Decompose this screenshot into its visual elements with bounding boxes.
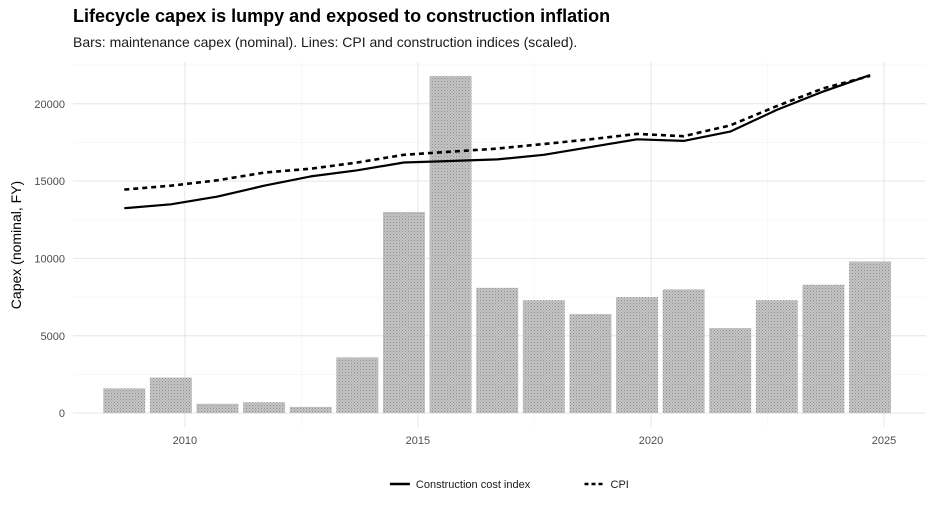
bar [243, 402, 286, 414]
bar [382, 212, 425, 414]
bar [522, 300, 565, 414]
series-line [124, 74, 871, 210]
y-tick-label: 20000 [34, 99, 65, 111]
bar [196, 403, 239, 414]
tick-labels: 0 5000 10000 15000 20000 2010 2015 2020 2025 [34, 99, 896, 447]
x-tick-label: 2015 [406, 435, 430, 447]
chart-subtitle: Bars: maintenance capex (nominal). Lines… [73, 34, 578, 50]
y-tick-label: 5000 [41, 331, 65, 343]
bar [709, 328, 752, 414]
bar [802, 284, 845, 414]
bar [149, 377, 192, 414]
y-tick-label: 15000 [34, 176, 65, 188]
series-line [124, 74, 871, 191]
y-tick-label: 10000 [34, 253, 65, 265]
bar [755, 300, 798, 414]
y-axis-title: Capex (nominal, FY) [8, 181, 24, 309]
bar [289, 406, 332, 414]
bar [429, 75, 472, 414]
line-series [124, 74, 871, 210]
x-tick-label: 2020 [639, 435, 663, 447]
bar [569, 314, 612, 414]
bar-series [103, 75, 892, 414]
bar [336, 357, 379, 414]
chart-title: Lifecycle capex is lumpy and exposed to … [73, 6, 611, 26]
y-tick-label: 0 [59, 408, 65, 420]
legend-label: Construction cost index [416, 479, 531, 491]
x-tick-label: 2025 [872, 435, 896, 447]
x-tick-label: 2010 [173, 435, 197, 447]
bar [103, 388, 146, 414]
legend: Construction cost index CPI [389, 479, 629, 491]
legend-label: CPI [611, 479, 629, 491]
bar [849, 261, 892, 414]
bar [476, 287, 519, 414]
bar [616, 297, 658, 414]
bar [662, 289, 705, 414]
